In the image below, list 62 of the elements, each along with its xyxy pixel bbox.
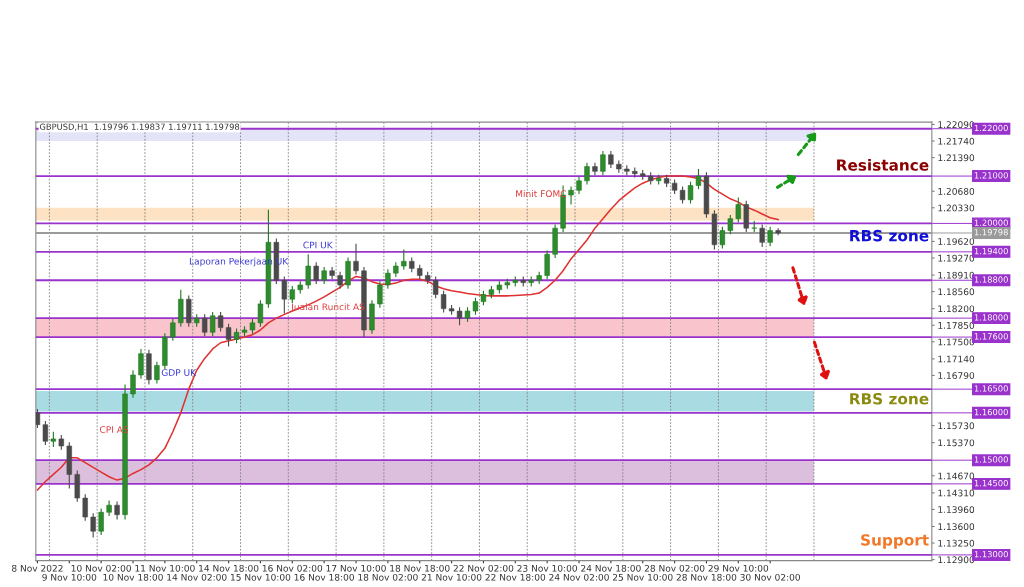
- x-tick-label: 22 Nov 02:00: [453, 564, 514, 572]
- chart-title: GBPUSD,H1 1.19796 1.19837 1.19711 1.19798: [39, 123, 240, 131]
- y-tick-label: 1.13250: [938, 539, 975, 547]
- y-tick-label: 1.14310: [938, 489, 975, 497]
- y-tick-label: 1.13960: [938, 506, 975, 513]
- y-tick-label: 1.13600: [938, 523, 975, 531]
- x-tick-label: 14 Nov 18:00: [199, 564, 259, 572]
- x-tick-label: 18 Nov 18:00: [390, 564, 450, 572]
- ref-line-label: 1.13000: [974, 551, 1008, 558]
- text: RBS zone: [850, 229, 929, 242]
- y-tick-label: 1.17140: [938, 355, 975, 363]
- annotation: CPI UK: [303, 241, 333, 249]
- ref-line-label: 1.19400: [974, 247, 1008, 255]
- x-tick-label: 17 Nov 10:00: [326, 564, 386, 572]
- x-tick-label: 21 Nov 10:00: [421, 573, 482, 581]
- x-tick-label: 28 Nov 18:00: [676, 573, 737, 581]
- ref-line-label: 1.18000: [974, 314, 1008, 321]
- y-tick-label: 1.19270: [938, 254, 975, 262]
- text: Resistance: [837, 158, 929, 171]
- x-tick-label: 11 Nov 10:00: [135, 564, 195, 572]
- x-tick-label: 14 Nov 02:00: [167, 573, 227, 581]
- x-tick-label: 15 Nov 10:00: [231, 573, 291, 581]
- x-tick-label: 30 Nov 02:00: [740, 573, 800, 581]
- y-tick-label: 1.18560: [938, 288, 975, 296]
- ref-line-label: 1.19798: [974, 229, 1008, 236]
- y-tick-label: 1.18200: [938, 305, 975, 313]
- x-tick-label: 23 Nov 10:00: [517, 564, 577, 572]
- x-tick-label: 18 Nov 02:00: [358, 573, 418, 581]
- y-tick-label: 1.21740: [938, 137, 975, 145]
- x-tick-label: 29 Nov 10:00: [708, 564, 769, 572]
- x-tick-label: 28 Nov 02:00: [644, 564, 705, 572]
- x-tick-label: 10 Nov 18:00: [103, 573, 163, 581]
- x-tick-label: 9 Nov 10:00: [42, 573, 97, 581]
- x-tick-label: 22 Nov 18:00: [485, 573, 546, 581]
- ref-line-label: 1.16000: [974, 408, 1008, 416]
- x-tick-label: 25 Nov 10:00: [612, 573, 673, 581]
- ref-line-label: 1.14500: [974, 479, 1008, 487]
- text: Support: [861, 534, 929, 549]
- ref-line-label: 1.16500: [974, 385, 1008, 392]
- y-tick-label: 1.15370: [938, 439, 975, 447]
- x-tick-label: 16 Nov 02:00: [262, 564, 323, 572]
- y-tick-label: 1.14670: [938, 472, 975, 480]
- y-tick-label: 1.20680: [938, 187, 975, 195]
- ref-line-label: 1.17600: [974, 333, 1008, 340]
- ref-line-label: 1.21000: [974, 172, 1008, 179]
- x-tick-label: 24 Nov 02:00: [549, 573, 609, 581]
- x-tick-label: 8 Nov 2022: [12, 564, 63, 572]
- ref-line-label: 1.18800: [974, 276, 1008, 283]
- y-tick-label: 1.20330: [938, 204, 975, 212]
- y-tick-label: 1.15730: [938, 422, 975, 430]
- ref-line-label: 1.20000: [974, 219, 1008, 226]
- y-tick-label: 1.21390: [938, 154, 975, 162]
- text: RBS zone: [850, 392, 929, 405]
- ref-line-label: 1.15000: [974, 456, 1008, 463]
- y-tick-label: 1.18910: [938, 271, 975, 279]
- y-tick-label: 1.17850: [938, 321, 975, 329]
- y-tick-label: 1.16790: [938, 372, 975, 379]
- y-tick-label: 1.19620: [938, 238, 975, 245]
- annotation: CPI AS: [99, 426, 129, 433]
- x-tick-label: 10 Nov 02:00: [71, 564, 131, 572]
- x-tick-label: 24 Nov 18:00: [581, 564, 641, 572]
- x-tick-label: 16 Nov 18:00: [294, 573, 354, 581]
